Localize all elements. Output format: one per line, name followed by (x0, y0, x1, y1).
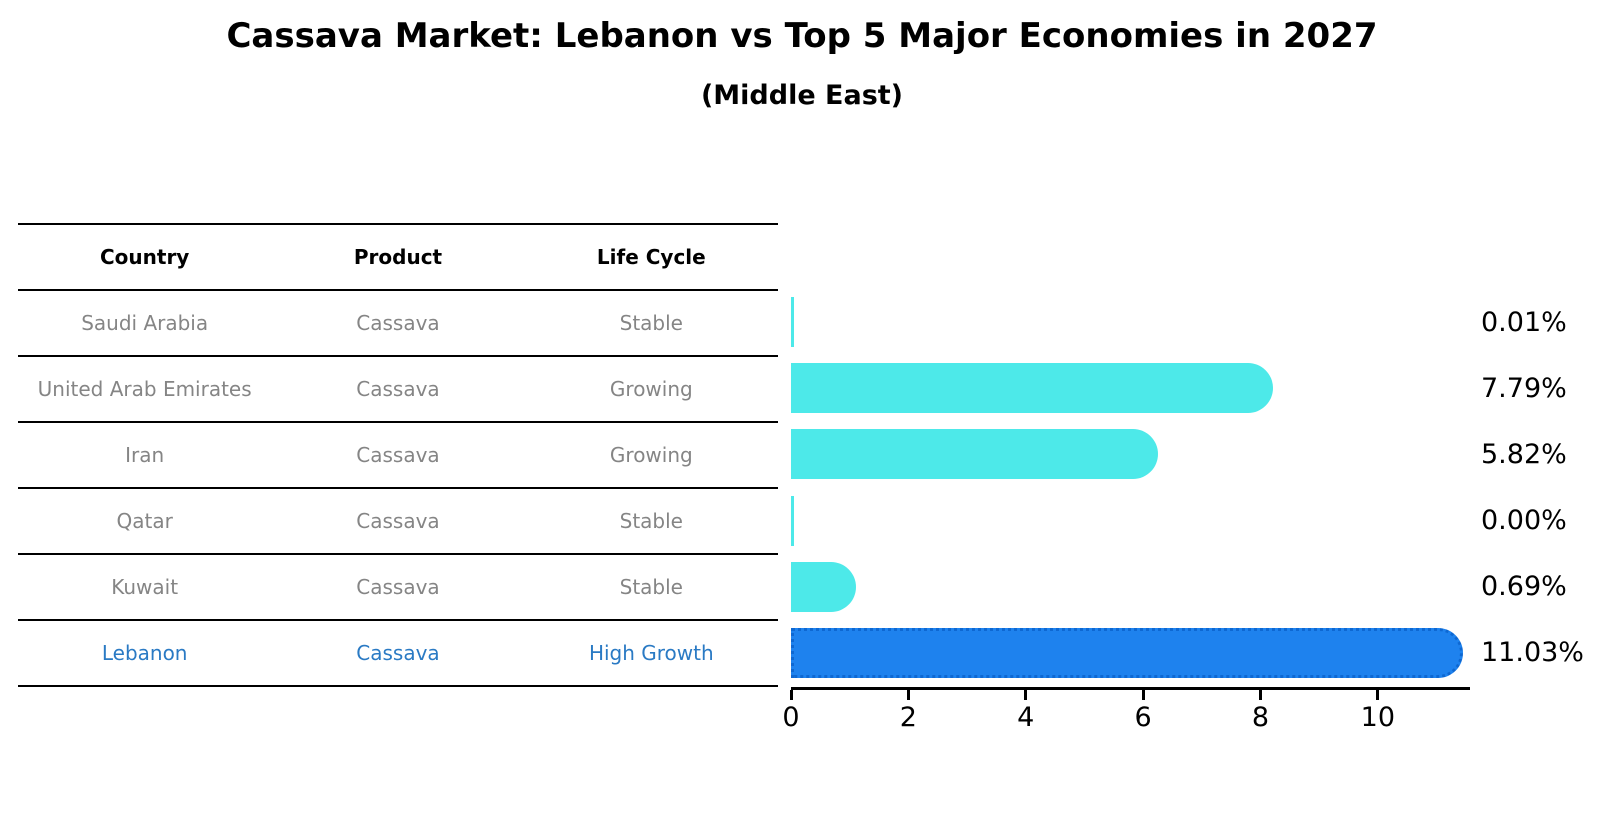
cell-country: Kuwait (111, 575, 179, 599)
table-row: Iran Cassava Growing (18, 423, 778, 489)
x-tick-label: 6 (1134, 702, 1152, 733)
bar-value-label: 0.69% (1481, 571, 1567, 603)
x-tick-label: 8 (1251, 702, 1270, 733)
bar-value-label: 7.79% (1481, 372, 1567, 404)
bar-value-labels: 0.01% 7.79% 5.82% 0.00% 0.69% 11.03% (1481, 289, 1601, 686)
table-row: Kuwait Cassava Stable (18, 555, 778, 621)
cell-life-cycle: Stable (619, 575, 683, 599)
cell-country: Iran (125, 443, 165, 467)
bar (791, 495, 794, 546)
bar-value-label: 11.03% (1481, 637, 1584, 669)
cell-life-cycle: Growing (609, 443, 693, 467)
x-tick-mark (1141, 690, 1145, 700)
x-tick-mark (789, 690, 793, 700)
header-country: Country (99, 245, 190, 269)
bar (791, 429, 1158, 480)
x-tick-label: 2 (899, 702, 917, 733)
table-row-highlight: Lebanon Cassava High Growth (18, 621, 778, 687)
x-axis-spine (791, 687, 1470, 690)
cell-life-cycle: Stable (619, 311, 683, 335)
x-tick-label: 4 (1017, 702, 1035, 733)
bar (791, 561, 857, 612)
bar (791, 297, 794, 348)
table-row: Qatar Cassava Stable (18, 489, 778, 555)
cell-country: Qatar (116, 509, 173, 533)
cell-product: Cassava (356, 641, 440, 665)
bar (791, 363, 1274, 414)
table-row: United Arab Emirates Cassava Growing (18, 357, 778, 423)
header-product: Product (353, 245, 443, 269)
cell-country: United Arab Emirates (37, 377, 252, 401)
bar-highlight (791, 627, 1464, 678)
cell-country: Saudi Arabia (81, 311, 209, 335)
cell-life-cycle: High Growth (588, 641, 714, 665)
x-tick-mark (906, 690, 910, 700)
bar-value-label: 0.00% (1481, 505, 1567, 537)
cell-product: Cassava (356, 377, 440, 401)
x-tick-label: 0 (782, 702, 800, 733)
header-life-cycle: Life Cycle (596, 245, 706, 269)
table-row: Saudi Arabia Cassava Stable (18, 291, 778, 357)
bar-plot-area (791, 289, 1470, 686)
bar-value-label: 0.01% (1481, 306, 1567, 338)
x-tick-label: 10 (1360, 702, 1396, 733)
cell-product: Cassava (356, 311, 440, 335)
table-header-row: Country Product Life Cycle (18, 225, 778, 291)
cell-product: Cassava (356, 575, 440, 599)
chart-title: Cassava Market: Lebanon vs Top 5 Major E… (226, 16, 1378, 56)
x-axis-ticks: 0 2 4 6 8 10 (782, 690, 1470, 740)
cell-life-cycle: Growing (609, 377, 693, 401)
cell-product: Cassava (356, 443, 440, 467)
chart-subtitle: (Middle East) (700, 80, 904, 111)
bar-value-label: 5.82% (1481, 438, 1567, 470)
cell-country: Lebanon (101, 641, 188, 665)
market-table: Country Product Life Cycle Saudi Arabia … (18, 223, 778, 687)
cell-life-cycle: Stable (619, 509, 683, 533)
x-tick-mark (1376, 690, 1380, 700)
cell-product: Cassava (356, 509, 440, 533)
x-tick-mark (1024, 690, 1028, 700)
x-tick-mark (1258, 690, 1262, 700)
